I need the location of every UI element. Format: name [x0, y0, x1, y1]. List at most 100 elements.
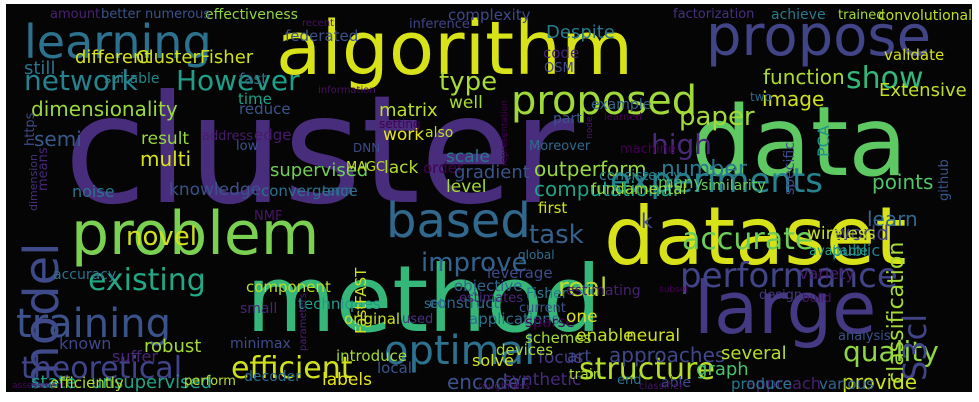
cloud-word: used — [402, 312, 434, 327]
cloud-word: noise — [72, 182, 115, 201]
cloud-word: points — [872, 170, 934, 194]
cloud-word: solve — [472, 351, 514, 370]
cloud-word: based — [386, 193, 531, 249]
cloud-word: introduce — [336, 347, 408, 365]
cloud-word: art — [567, 347, 592, 367]
cloud-word: learn — [867, 207, 918, 231]
cloud-word: build — [802, 291, 832, 305]
cloud-word: accurate — [682, 222, 814, 257]
cloud-word: multi — [140, 147, 192, 171]
cloud-word: k — [641, 209, 653, 233]
cloud-word: performance — [680, 256, 898, 296]
cloud-word: learned — [604, 112, 642, 123]
cloud-word: improve — [421, 248, 528, 278]
cloud-word: inference — [409, 17, 470, 32]
cloud-word: parameters — [298, 292, 309, 351]
cloud-word: https — [23, 112, 38, 146]
cloud-word: real — [558, 273, 608, 303]
cloud-word: computational — [534, 177, 679, 201]
cloud-word: specific — [782, 142, 798, 195]
cloud-word: various — [819, 375, 874, 392]
cloud-word: first — [538, 199, 568, 217]
cloud-word: large — [694, 266, 877, 350]
cloud-word: well — [449, 93, 483, 113]
cloud-word: numerous — [145, 7, 211, 22]
cloud-word: address — [202, 129, 254, 144]
cloud-word: theoretical — [21, 351, 183, 386]
cloud-word: roughness — [478, 381, 530, 392]
cloud-word: suffer — [112, 347, 158, 366]
cloud-word: subset — [659, 285, 689, 295]
cloud-word: robust — [144, 336, 202, 357]
cloud-word: set — [424, 297, 444, 312]
cloud-word: MAGC — [346, 160, 386, 175]
cloud-word: edge — [254, 126, 292, 144]
cloud-word: construct — [429, 294, 500, 312]
cloud-word: estimates — [459, 291, 523, 306]
cloud-word: ClusterFisher — [136, 47, 254, 68]
cloud-word: several — [721, 343, 787, 364]
cloud-word: matrix — [379, 100, 438, 121]
cloud-word: Moreover — [529, 139, 591, 154]
cloud-word: Despite — [546, 22, 615, 43]
cloud-word: level — [446, 177, 487, 197]
cloud-word: novel — [126, 222, 197, 252]
cloud-word: enable — [576, 326, 634, 346]
cloud-word: example — [591, 97, 652, 113]
cloud-word: machine — [620, 142, 676, 157]
cloud-word: still — [24, 58, 56, 79]
cloud-word: validate — [884, 46, 945, 64]
cloud-word: original — [344, 310, 401, 328]
cloud-word: one — [566, 307, 598, 327]
cloud-word: federated — [285, 27, 359, 45]
cloud-word: encoder — [447, 370, 529, 392]
cloud-word: dimensionality — [31, 97, 178, 121]
cloud-word: show — [846, 61, 924, 96]
cloud-word: world — [834, 221, 890, 245]
cloud-word: knowledge — [169, 180, 262, 200]
cloud-word: existing — [88, 263, 206, 298]
cloud-word: local — [377, 359, 412, 377]
cloud-word: small — [240, 301, 278, 317]
cloud-word: suitable — [104, 71, 160, 87]
cloud-word: training — [16, 301, 171, 347]
cloud-word: semi — [34, 127, 82, 151]
cloud-word: techniques — [298, 295, 381, 313]
cloud-word: fundamental — [591, 180, 687, 198]
cloud-word: PCA — [814, 125, 833, 157]
cloud-word: supervised — [270, 160, 369, 181]
cloud-word: NMF — [254, 209, 283, 224]
cloud-word: graph — [696, 359, 749, 380]
cloud-word: synthetic — [503, 370, 582, 390]
cloud-word: scale — [446, 147, 490, 167]
cloud-word: labels — [322, 370, 372, 390]
cloud-word: factorization — [673, 7, 755, 22]
cloud-word: number — [661, 157, 747, 182]
cloud-word: similarity — [701, 178, 766, 194]
cloud-word: gradient — [454, 162, 530, 183]
cloud-word: approach — [746, 374, 821, 392]
cloud-word: provide — [842, 370, 918, 392]
cloud-word: better — [101, 7, 141, 22]
cloud-word: analysis — [838, 329, 891, 344]
cloud-word: github — [937, 159, 952, 201]
cloud-word: convergence — [261, 182, 358, 200]
cloud-word: perform — [184, 374, 236, 389]
cloud-word: convolutional — [877, 8, 972, 24]
cloud-word: objective — [454, 277, 523, 295]
cloud-word: complexity — [448, 6, 531, 24]
cloud-word: wireless — [807, 224, 876, 244]
cloud-word: unsupervised — [91, 372, 213, 392]
cloud-word: different — [75, 47, 152, 68]
cloud-word: order — [423, 159, 463, 177]
cloud-word: available — [809, 244, 868, 259]
cloud-word: propose — [706, 4, 932, 69]
cloud-word: efficiently — [50, 374, 124, 392]
word-cloud: cluster algorithm data method dataset large pr… — [6, 4, 972, 392]
cloud-word: approaches — [609, 343, 726, 367]
cloud-word: paper — [679, 102, 755, 132]
cloud-word: classification — [884, 241, 909, 384]
cloud-word: data — [691, 86, 908, 198]
cloud-word: Fisher — [526, 286, 568, 302]
cloud-word: estimating — [566, 283, 641, 299]
